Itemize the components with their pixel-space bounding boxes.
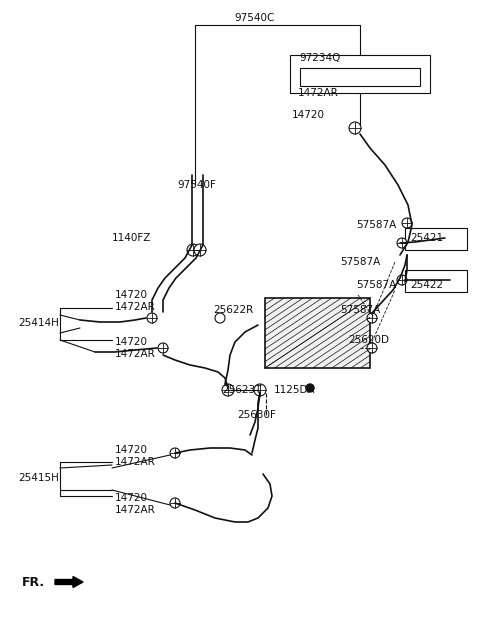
Text: 1125DA: 1125DA (274, 385, 315, 395)
Text: 25421: 25421 (410, 233, 443, 243)
Circle shape (170, 498, 180, 508)
Text: 57587A: 57587A (340, 305, 380, 315)
Text: 97540F: 97540F (177, 180, 216, 190)
Text: 97234Q: 97234Q (300, 53, 341, 63)
Text: 14720: 14720 (115, 290, 148, 300)
Circle shape (215, 313, 225, 323)
Circle shape (194, 244, 206, 256)
Text: 25630F: 25630F (237, 410, 276, 420)
Text: 25623T: 25623T (222, 385, 262, 395)
Text: FR.: FR. (22, 575, 45, 588)
Circle shape (187, 244, 199, 256)
Circle shape (349, 122, 361, 134)
Text: 25620D: 25620D (348, 335, 389, 345)
Text: 25422: 25422 (410, 280, 443, 290)
Text: 1140FZ: 1140FZ (112, 233, 151, 243)
Text: 14720: 14720 (115, 337, 148, 347)
Text: 14720: 14720 (115, 493, 148, 503)
FancyArrow shape (55, 577, 83, 588)
Text: 14720: 14720 (115, 445, 148, 455)
Bar (265, 298, 370, 368)
Bar (405, 228, 467, 250)
Text: 57587A: 57587A (356, 220, 396, 230)
Text: 25622R: 25622R (213, 305, 253, 315)
Text: 97540C: 97540C (235, 13, 275, 23)
Circle shape (397, 275, 407, 285)
Text: 1472AR: 1472AR (115, 349, 156, 359)
Text: 1472AR: 1472AR (115, 505, 156, 515)
Circle shape (147, 313, 157, 323)
Circle shape (397, 238, 407, 248)
Bar (290, 55, 430, 93)
Circle shape (158, 343, 168, 353)
Circle shape (254, 384, 266, 396)
Text: 25415H: 25415H (18, 473, 59, 483)
Text: 57587A: 57587A (340, 257, 380, 267)
Text: 1472AR: 1472AR (298, 88, 338, 98)
Circle shape (222, 384, 234, 396)
Circle shape (367, 313, 377, 323)
Text: 14720: 14720 (292, 110, 325, 120)
Circle shape (170, 448, 180, 458)
Bar (405, 270, 467, 292)
Text: 1472AR: 1472AR (115, 302, 156, 312)
Circle shape (306, 384, 314, 392)
Text: 57587A: 57587A (356, 280, 396, 290)
Bar (300, 68, 420, 86)
Text: 1472AR: 1472AR (115, 457, 156, 467)
Circle shape (367, 343, 377, 353)
Text: 25414H: 25414H (18, 318, 59, 328)
Circle shape (402, 218, 412, 228)
